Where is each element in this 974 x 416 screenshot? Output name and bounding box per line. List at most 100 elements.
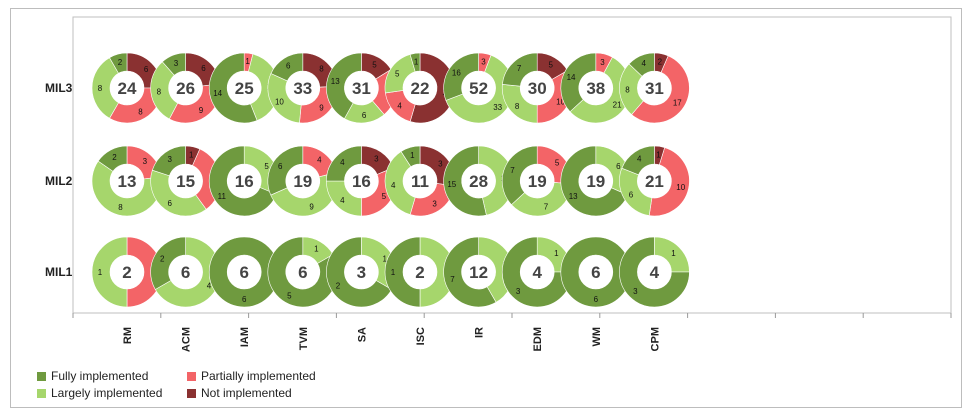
category-label-wm: WM [591, 327, 603, 347]
row-label-mil2: MIL2 [45, 174, 73, 188]
slice-value-label: 3 [143, 157, 148, 166]
slice-value-label: 4 [340, 196, 345, 205]
legend-label-largely: Largely implemented [51, 386, 163, 400]
slice-value-label: 10 [275, 98, 284, 107]
donut-slice-mil2-cpm-partially [648, 147, 690, 217]
slice-value-label: 8 [98, 84, 103, 93]
donut-slice-mil3-isc-not [409, 52, 456, 124]
donut-slice-mil1-ir-fully [443, 236, 497, 308]
donut-slice-mil1-isc-largely [419, 236, 456, 308]
row-label-mil1: MIL1 [45, 265, 73, 279]
slice-value-label: 5 [287, 291, 292, 300]
donut-slice-mil1-rm-largely [91, 236, 128, 308]
slice-value-label: 13 [569, 192, 578, 201]
donut-total-mil2-ir: 28 [469, 172, 488, 191]
donut-total-mil1-iam: 6 [239, 263, 248, 282]
slice-value-label: 4 [642, 59, 647, 68]
slice-value-label: 9 [199, 106, 204, 115]
slice-value-label: 15 [447, 180, 456, 189]
donut-total-mil3-acm: 26 [176, 79, 195, 98]
donut-total-mil1-ir: 12 [469, 263, 488, 282]
slice-value-label: 3 [168, 155, 173, 164]
slice-value-label: 1 [554, 249, 559, 258]
donut-total-mil2-wm: 19 [586, 172, 605, 191]
donut-slice-mil3-cpm-partially [631, 55, 690, 124]
slice-value-label: 6 [616, 162, 621, 171]
slice-value-label: 1 [98, 268, 103, 277]
slice-value-label: 5 [382, 192, 387, 201]
slice-value-label: 1 [314, 245, 319, 254]
slice-value-label: 3 [481, 57, 486, 66]
legend-item-not: Not implemented [187, 386, 292, 400]
donut-slice-mil2-edm-fully [501, 145, 538, 206]
slice-value-label: 10 [676, 183, 685, 192]
donut-slice-mil3-ir-fully [443, 52, 479, 101]
slice-value-label: 4 [340, 158, 345, 167]
slice-value-label: 7 [544, 203, 549, 212]
donut-slice-mil1-isc-fully [384, 236, 421, 308]
category-label-edm: EDM [532, 327, 544, 351]
donut-total-mil2-iam: 16 [235, 172, 254, 191]
slice-value-label: 16 [452, 69, 461, 78]
slice-value-label: 8 [319, 64, 324, 73]
slice-value-label: 6 [362, 111, 367, 120]
donut-total-mil3-cpm: 31 [645, 79, 664, 98]
slice-value-label: 8 [625, 85, 630, 94]
slice-value-label: 17 [673, 98, 682, 107]
donut-slice-mil3-wm-fully [560, 52, 597, 113]
slice-value-label: 8 [157, 87, 162, 96]
donut-slice-mil1-wm-fully [560, 236, 632, 308]
slice-value-label: 5 [555, 159, 560, 168]
slice-value-label: 1 [414, 57, 419, 66]
slice-value-label: 1 [656, 150, 661, 159]
legend-label-fully: Fully implemented [51, 369, 149, 383]
slice-value-label: 3 [432, 200, 437, 209]
slice-value-label: 6 [629, 191, 634, 200]
slice-value-label: 1 [391, 268, 396, 277]
donut-slice-mil3-cpm-fully [628, 52, 655, 77]
slice-value-label: 33 [493, 103, 502, 112]
slice-value-label: 4 [397, 102, 402, 111]
slice-value-label: 13 [331, 77, 340, 86]
category-label-iam: IAM [239, 327, 251, 347]
slice-value-label: 1 [189, 151, 194, 160]
slice-value-label: 14 [213, 89, 222, 98]
donut-slice-mil2-edm-largely [511, 182, 573, 217]
donut-total-mil2-isc: 11 [411, 172, 429, 191]
slice-value-label: 9 [319, 104, 324, 113]
slice-value-label: 6 [144, 65, 149, 74]
slice-value-label: 8 [118, 203, 123, 212]
slice-value-label: 1 [410, 151, 415, 160]
slice-value-label: 14 [567, 73, 576, 82]
donut-total-mil2-rm: 13 [118, 172, 137, 191]
legend-swatch-partially [187, 371, 196, 381]
donut-slice-mil3-edm-fully [502, 52, 538, 87]
category-label-rm: RM [122, 327, 134, 344]
donut-slice-mil2-isc-largely [384, 151, 416, 215]
donut-slice-mil2-acm-fully [151, 145, 186, 177]
donut-slice-mil2-tvm-fully [267, 145, 304, 196]
donut-slice-mil2-ir-fully [443, 145, 487, 217]
donut-total-mil2-tvm: 19 [293, 172, 312, 191]
slice-value-label: 3 [516, 287, 521, 296]
legend-swatch-largely [37, 388, 46, 398]
legend-item-partially: Partially implemented [187, 369, 316, 383]
donut-slice-mil1-tvm-fully [267, 236, 339, 308]
category-label-isc: ISC [415, 327, 427, 345]
donut-slice-mil2-rm-largely [91, 160, 163, 217]
donut-slice-mil1-rm-partially [126, 236, 163, 308]
donut-total-mil1-tvm: 6 [298, 263, 307, 282]
legend-label-not: Not implemented [201, 386, 292, 400]
slice-value-label: 2 [658, 58, 663, 67]
donut-total-mil1-acm: 6 [181, 263, 190, 282]
slice-value-label: 6 [242, 295, 247, 304]
slice-value-label: 9 [309, 203, 314, 212]
slice-value-label: 6 [201, 64, 206, 73]
donut-slice-mil2-isc-fully [400, 145, 421, 168]
category-label-ir: IR [474, 327, 486, 338]
category-label-acm: ACM [181, 327, 193, 352]
slice-value-label: 4 [207, 282, 212, 291]
donut-slice-mil3-isc-fully [409, 52, 421, 73]
donut-total-mil3-ir: 52 [469, 79, 488, 98]
slice-value-label: 21 [613, 101, 622, 110]
